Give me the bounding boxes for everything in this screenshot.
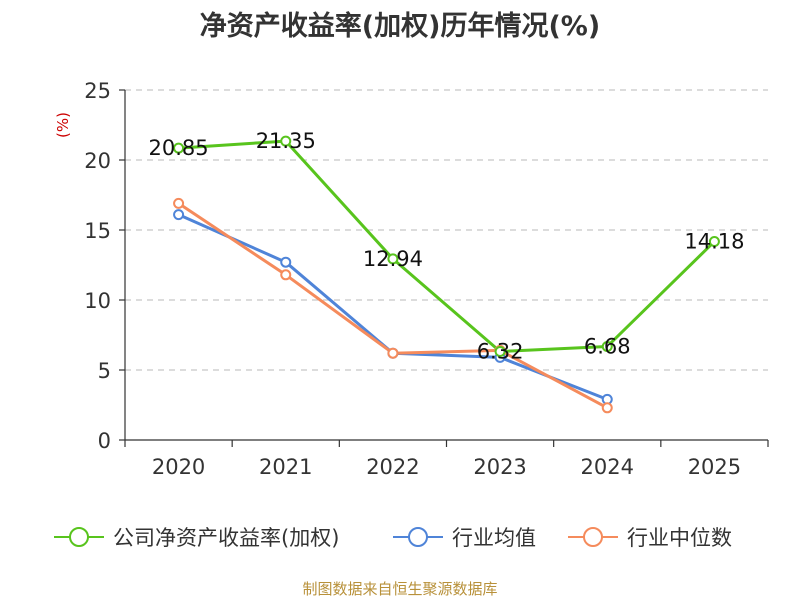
point-s1-2021: [280, 256, 292, 268]
legend-marker-1: [408, 527, 428, 547]
point-s0-2021: [280, 135, 292, 147]
series-line-0: [178, 139, 716, 354]
point-s1-2020: [173, 209, 185, 221]
point-s0-2020: [173, 142, 185, 154]
point-s0-2024: [601, 340, 613, 352]
y-tick-label-10: 10: [84, 289, 111, 313]
point-s2-2022: [387, 347, 399, 359]
point-s0-2025: [708, 235, 720, 247]
data-label-2020: 20.85: [149, 136, 209, 160]
y-axis-label: (%): [54, 112, 72, 138]
point-s0-2022: [387, 253, 399, 265]
data-label-2022: 12.94: [363, 247, 423, 271]
data-label-2025: 14.18: [684, 229, 744, 253]
data-label-2021: 21.35: [256, 129, 316, 153]
x-tick-label-2025: 2025: [688, 455, 741, 479]
data-labels: 20.85 21.35 12.94 6.32 6.68 14.18: [149, 129, 745, 363]
legend-marker-0: [69, 527, 89, 547]
y-tick-label-25: 25: [84, 79, 111, 103]
y-tick-label-20: 20: [84, 149, 111, 173]
data-label-2023: 6.32: [477, 340, 524, 364]
point-s2-2021: [280, 269, 292, 281]
x-tick-label-2021: 2021: [259, 455, 312, 479]
y-tick-label-0: 0: [98, 429, 111, 453]
legend-label-1: 行业均值: [452, 526, 536, 550]
series-points: [173, 135, 720, 414]
legend-label-2: 行业中位数: [627, 526, 732, 550]
y-tick-label-15: 15: [84, 219, 111, 243]
series-lines: [177, 139, 716, 410]
legend-label-0: 公司净资产收益率(加权): [113, 526, 339, 550]
data-label-2024: 6.68: [584, 334, 631, 358]
x-tick-label-2023: 2023: [473, 455, 526, 479]
source-note: 制图数据来自恒生聚源数据库: [302, 580, 498, 598]
legend-marker-2: [583, 527, 603, 547]
chart-title: 净资产收益率(加权)历年情况(%): [199, 11, 601, 42]
y-tick-label-5: 5: [98, 359, 111, 383]
point-s2-2024: [601, 402, 613, 414]
series-line-2: [177, 202, 608, 410]
x-tick-label-2024: 2024: [581, 455, 634, 479]
x-tick-label-2022: 2022: [366, 455, 419, 479]
x-tick-label-2020: 2020: [152, 455, 205, 479]
point-s2-2020: [173, 197, 185, 209]
grid-lines: [125, 89, 768, 371]
legend: 公司净资产收益率(加权) 行业均值 行业中位数: [54, 526, 732, 550]
point-s0-2023: [494, 346, 506, 358]
